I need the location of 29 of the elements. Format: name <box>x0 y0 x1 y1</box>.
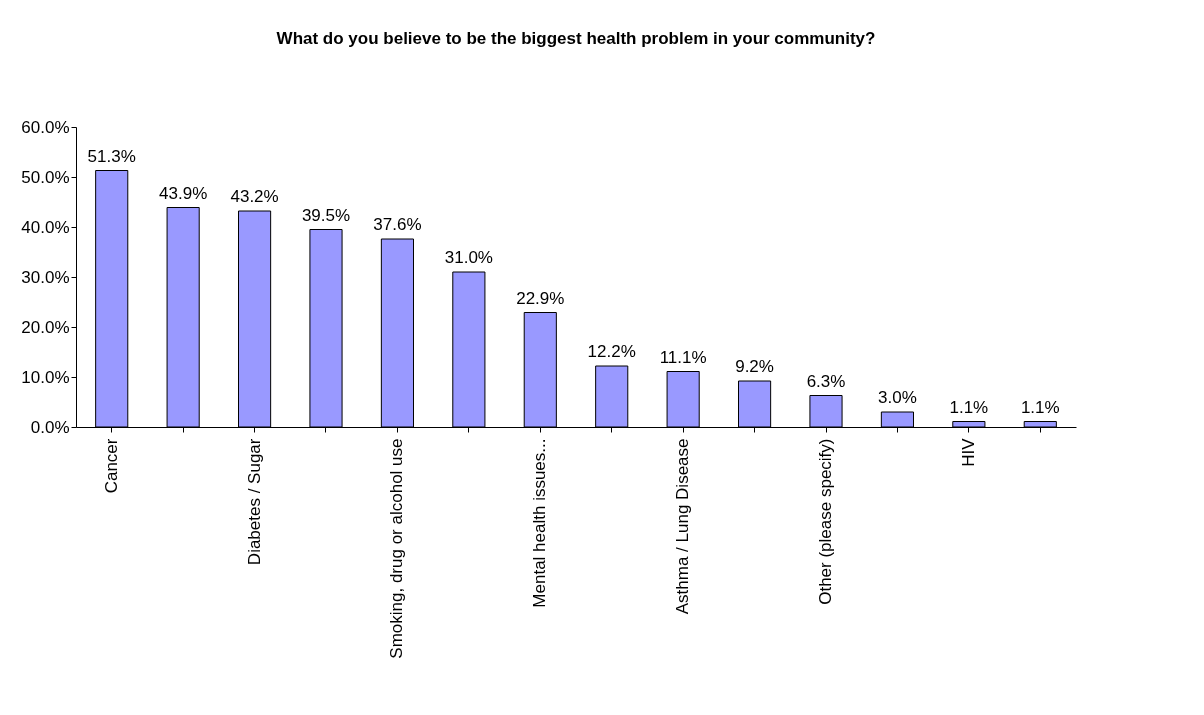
data-label: 43.2% <box>230 187 279 206</box>
data-label: 22.9% <box>516 288 565 308</box>
x-tick-label: Smoking, drug or alcohol use <box>387 438 407 659</box>
data-label: 11.1% <box>659 347 707 367</box>
data-label: 1.1% <box>949 397 989 417</box>
y-tick-label: 0.0% <box>30 417 70 437</box>
data-label: 31.0% <box>444 248 493 267</box>
data-label: 12.2% <box>587 342 636 361</box>
y-tick-label: 30.0% <box>21 267 70 287</box>
y-tick-label: 40.0% <box>21 217 70 237</box>
data-label: 37.6% <box>373 215 422 234</box>
data-label: 6.3% <box>806 371 846 391</box>
x-tick-label: Cancer <box>101 438 121 494</box>
y-tick-label: 20.0% <box>21 317 70 337</box>
y-tick-label: 50.0% <box>21 167 70 187</box>
data-label: 39.5% <box>301 205 351 225</box>
data-label: 9.2% <box>735 357 774 376</box>
x-tick-label: HIV <box>958 437 978 467</box>
y-tick-label: 10.0% <box>21 367 70 387</box>
data-label: 1.1% <box>1020 397 1060 417</box>
data-label: 43.9% <box>159 183 208 203</box>
x-tick-label: Asthma / Lung Disease <box>673 438 693 615</box>
x-tick-label: Other (please specify) <box>816 438 835 605</box>
data-label: 3.0% <box>878 388 917 407</box>
data-label: 51.3% <box>87 146 136 166</box>
x-tick-label: Diabetes / Sugar <box>244 438 264 566</box>
x-tick-label: Mental health issues... <box>530 438 550 608</box>
chart-title: What do you believe to be the biggest health problem in your community? <box>276 29 876 48</box>
y-tick-label: 60.0% <box>21 117 70 137</box>
